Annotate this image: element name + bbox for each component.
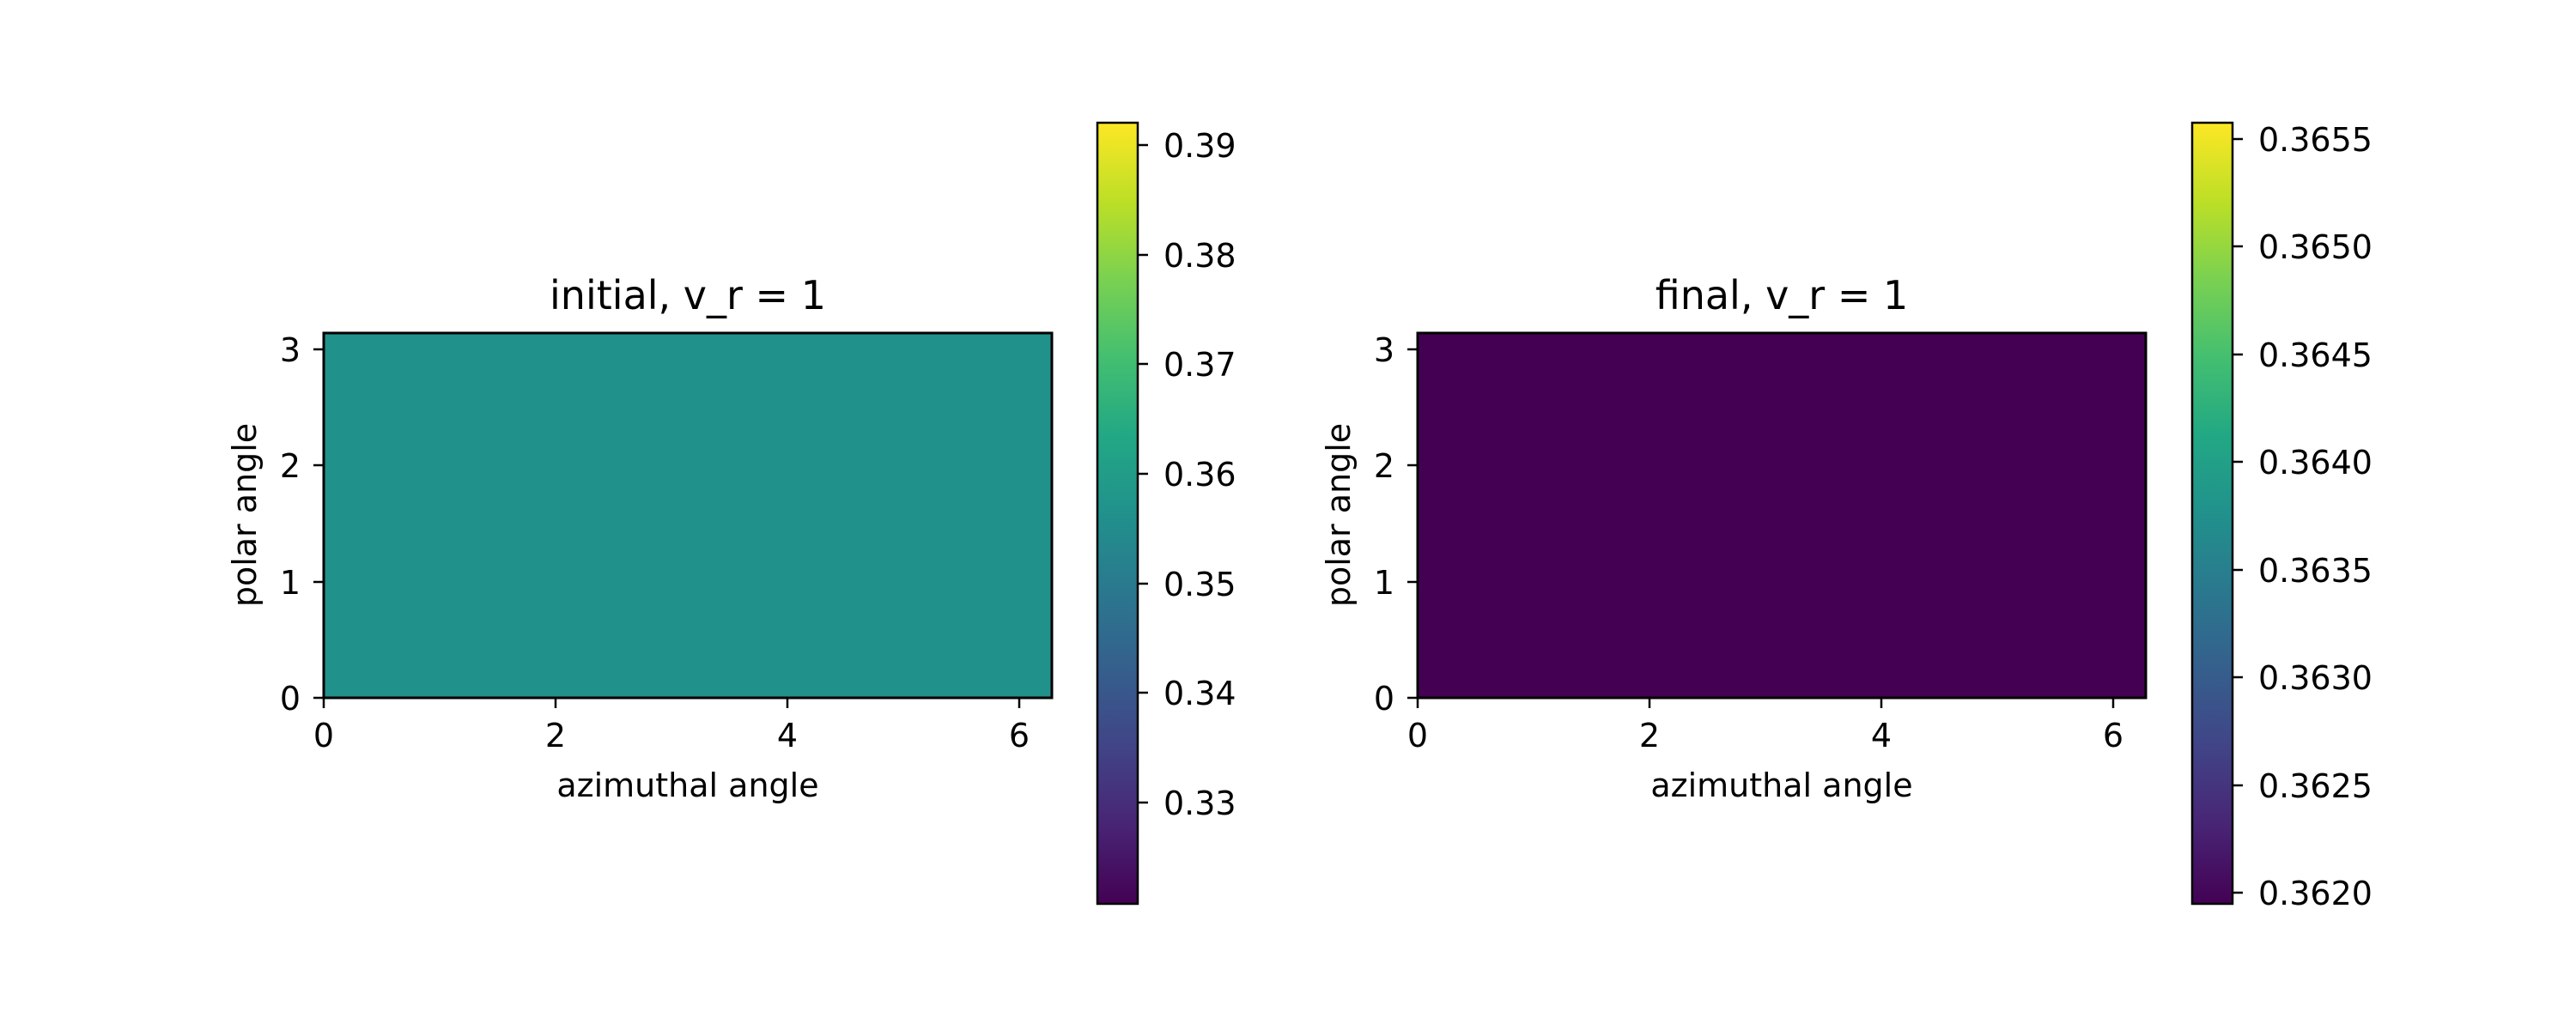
colorbar-tick-label: 0.3635	[2258, 552, 2372, 590]
colorbar-tick-label: 0.3645	[2258, 336, 2372, 374]
y-tick-label: 2	[280, 447, 301, 485]
x-tick-label: 2	[1639, 717, 1660, 754]
colorbar-tick-label: 0.39	[1163, 127, 1236, 165]
y-axis: 0 1 2 3 polar angle	[1320, 331, 1418, 718]
chart-title: initial, v_r = 1	[550, 272, 826, 318]
colorbar-gradient	[2192, 123, 2233, 904]
y-tick-label: 0	[1374, 680, 1394, 718]
x-axis: 0 2 4 6 azimuthal angle	[1407, 698, 2123, 804]
y-axis-label: polar angle	[226, 423, 264, 607]
colorbar-tick-label: 0.38	[1163, 237, 1236, 275]
y-axis: 0 1 2 3 polar angle	[226, 331, 324, 718]
x-tick-label: 6	[2103, 717, 2123, 754]
colorbar-tick-label: 0.37	[1163, 346, 1236, 384]
y-tick-label: 1	[280, 564, 301, 602]
x-tick-label: 2	[545, 717, 566, 754]
colorbar-tick-label: 0.33	[1163, 785, 1236, 822]
y-tick-label: 1	[1374, 564, 1394, 602]
x-axis: 0 2 4 6 azimuthal angle	[313, 698, 1030, 804]
panel-initial: initial, v_r = 1 0 2 4 6 azimuthal angle…	[226, 121, 1236, 906]
heatmap-field	[1418, 333, 2146, 698]
panel-final: final, v_r = 1 0 2 4 6 azimuthal angle 0…	[1320, 121, 2372, 912]
colorbar-tick-label: 0.3620	[2258, 875, 2372, 912]
x-tick-label: 0	[313, 717, 334, 754]
colorbar: 0.33 0.34 0.35 0.36 0.37 0.38 0.39	[1096, 121, 1236, 906]
chart-title: final, v_r = 1	[1656, 272, 1909, 318]
colorbar-gradient	[1097, 123, 1138, 904]
colorbar-tick-label: 0.34	[1163, 675, 1236, 712]
colorbar-tick-label: 0.3650	[2258, 228, 2372, 266]
colorbar-tick-label: 0.3640	[2258, 444, 2372, 482]
colorbar-frame	[2190, 121, 2234, 906]
colorbar-tick-label: 0.3630	[2258, 659, 2372, 697]
y-tick-label: 3	[280, 331, 301, 369]
axes-frame	[1416, 331, 2148, 700]
colorbar-tick-label: 0.3625	[2258, 767, 2372, 805]
x-tick-label: 4	[777, 717, 798, 754]
heatmap-field	[324, 333, 1052, 698]
x-tick-label: 4	[1871, 717, 1892, 754]
colorbar-tick-label: 0.36	[1163, 456, 1236, 494]
y-tick-label: 0	[280, 680, 301, 718]
x-axis-label: azimuthal angle	[556, 766, 818, 804]
axes-frame	[322, 331, 1054, 700]
colorbar: 0.3620 0.3625 0.3630 0.3635 0.3640 0.364…	[2190, 121, 2372, 912]
x-axis-label: azimuthal angle	[1650, 766, 1912, 804]
colorbar-frame	[1096, 121, 1139, 906]
y-axis-label: polar angle	[1320, 423, 1358, 607]
colorbar-tick-label: 0.35	[1163, 566, 1236, 603]
colorbar-tick-label: 0.3655	[2258, 121, 2372, 159]
y-tick-label: 3	[1374, 331, 1394, 369]
y-tick-label: 2	[1374, 447, 1394, 485]
x-tick-label: 0	[1407, 717, 1428, 754]
x-tick-label: 6	[1009, 717, 1030, 754]
